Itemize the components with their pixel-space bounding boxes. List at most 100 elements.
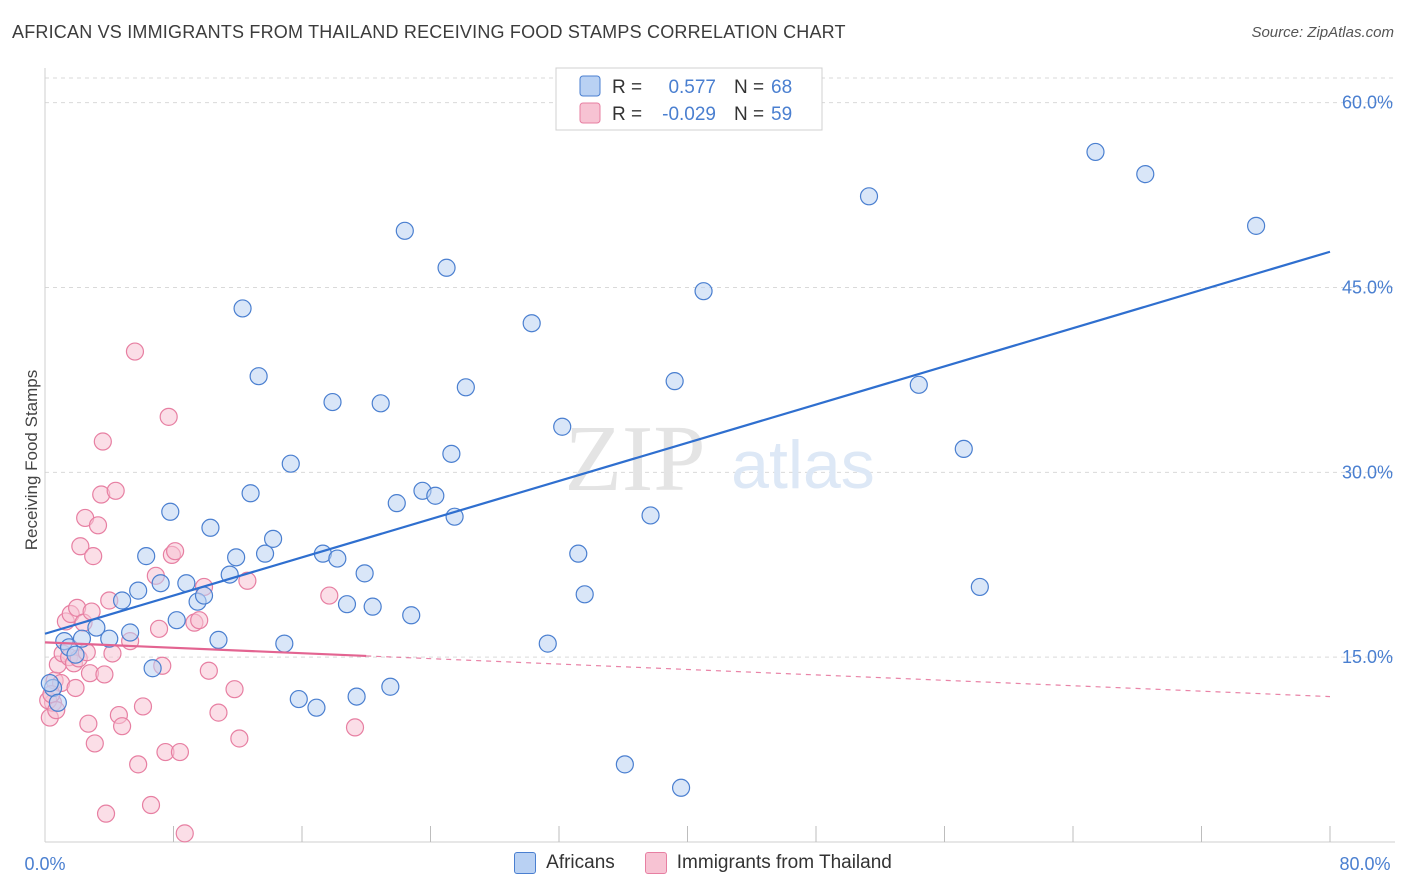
africans-point <box>233 299 252 318</box>
thailand-point <box>230 729 249 748</box>
africans-point <box>522 314 541 333</box>
africans-point <box>337 595 357 614</box>
watermark-atlas: atlas <box>731 427 875 503</box>
africans-point <box>66 645 85 664</box>
africans-point <box>194 586 214 605</box>
africans-point <box>323 392 342 412</box>
africans-point <box>615 755 634 774</box>
africans-point <box>381 677 400 696</box>
africans-point <box>143 659 162 678</box>
y-tick-label: 30.0% <box>1342 462 1393 482</box>
thailand-point <box>159 407 178 426</box>
thailand-point <box>129 755 148 774</box>
thailand-point <box>225 680 244 699</box>
africans-point <box>575 585 594 604</box>
chart-title: AFRICAN VS IMMIGRANTS FROM THAILAND RECE… <box>12 22 846 42</box>
thailand-point <box>71 537 90 556</box>
africans-point <box>1086 142 1105 162</box>
africans-point <box>40 673 59 693</box>
africans-point <box>553 417 572 436</box>
africans-point <box>100 629 119 648</box>
thailand-point <box>238 571 257 590</box>
africans-point <box>201 518 220 537</box>
africans-point <box>129 581 148 600</box>
thailand-point <box>103 644 122 663</box>
grid-lines <box>45 77 1395 658</box>
africans-point <box>241 484 260 503</box>
africans-point <box>387 494 406 513</box>
africans-trend-line <box>44 250 1331 635</box>
thailand-point <box>84 547 103 566</box>
africans-point <box>227 548 246 567</box>
thailand-trend-line-extension <box>366 655 1331 698</box>
thailand-point <box>133 697 153 716</box>
africans-point <box>347 687 366 706</box>
africans-point <box>442 444 461 463</box>
africans-point <box>281 454 300 473</box>
africans-point <box>569 544 588 563</box>
africans-point <box>402 606 421 625</box>
africans-points <box>40 142 1266 797</box>
africans-point <box>437 258 456 277</box>
africans-swatch <box>514 852 537 874</box>
legend-r-label-africans: R = <box>612 77 642 98</box>
africans-point <box>694 282 713 301</box>
africans-point <box>263 529 283 548</box>
africans-point <box>395 221 414 240</box>
thailand-point <box>106 481 125 500</box>
thailand-point <box>85 734 104 753</box>
africans-point <box>641 506 660 525</box>
africans-point <box>220 565 239 584</box>
africans-point <box>970 577 989 597</box>
thailand-point <box>209 703 228 722</box>
legend-n-value-thailand: 59 <box>771 104 792 125</box>
thailand-point <box>190 611 209 630</box>
africans-point <box>665 372 684 391</box>
africans-point <box>137 547 156 566</box>
thailand-point <box>88 516 108 535</box>
africans-point <box>456 378 475 397</box>
africans-point <box>167 611 186 630</box>
legend-n-label-thailand: N = <box>734 104 764 125</box>
thailand-point <box>320 586 339 605</box>
africans-point <box>371 394 390 413</box>
y-tick-label: 45.0% <box>1342 277 1393 297</box>
africans-point <box>328 549 347 568</box>
watermark: ZIP atlas <box>565 407 875 511</box>
thailand-point <box>170 742 190 762</box>
thailand-point <box>125 342 145 361</box>
africans-point <box>363 597 382 616</box>
legend-label-africans: Africans <box>546 852 615 873</box>
thailand-point <box>79 714 98 733</box>
thailand-point <box>96 804 116 823</box>
africans-point <box>1247 216 1266 235</box>
africans-point <box>161 502 180 521</box>
africans-point <box>121 623 140 642</box>
africans-point <box>859 187 879 206</box>
africans-point <box>954 439 973 459</box>
legend-swatch-thailand <box>579 102 601 124</box>
africans-point <box>1136 165 1155 184</box>
thailand-point <box>166 542 185 561</box>
thailand-point <box>95 665 114 684</box>
axes <box>44 68 1395 843</box>
africans-point <box>209 630 228 650</box>
thailand-point <box>345 718 365 737</box>
x-tick-label-max: 80.0% <box>1339 854 1390 874</box>
africans-point <box>355 564 374 583</box>
thailand-point <box>149 619 169 638</box>
africans-point <box>249 367 268 386</box>
africans-point <box>275 634 294 653</box>
thailand-point <box>175 824 194 843</box>
legend-item-africans[interactable]: Africans <box>514 852 615 874</box>
africans-point <box>112 591 132 610</box>
legend-label-thailand: Immigrants from Thailand <box>676 852 892 873</box>
legend-r-value-thailand: -0.029 <box>662 104 716 125</box>
africans-point <box>307 698 326 717</box>
thailand-point <box>141 795 161 815</box>
y-tick-label: 60.0% <box>1342 93 1393 113</box>
thailand-swatch <box>644 852 667 874</box>
africans-point <box>671 778 691 797</box>
correlation-legend: R = 0.577 N = 68 R = -0.029 N = 59 <box>555 67 823 131</box>
legend-item-thailand[interactable]: Immigrants from Thailand <box>644 852 892 874</box>
